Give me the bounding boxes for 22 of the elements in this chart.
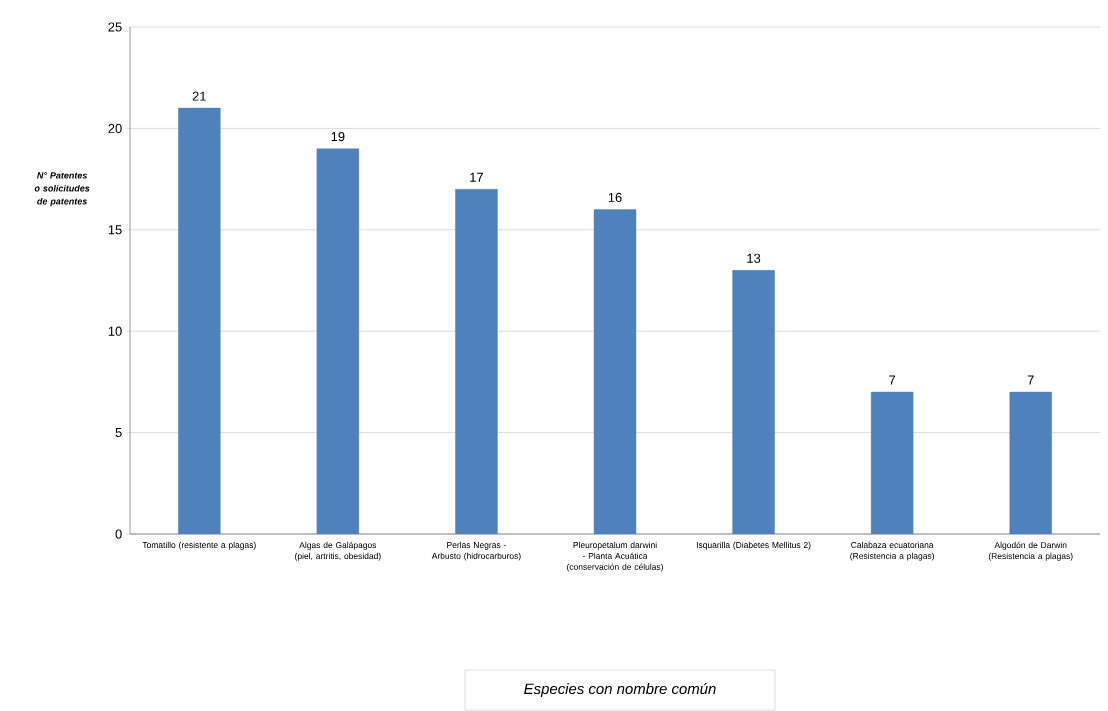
text: Especies con nombre común bbox=[524, 682, 716, 698]
x-tick-label: Pleuropetalum darwini - Planta Acuática (conservación de células) bbox=[567, 541, 663, 572]
x-tick-label: Algodón de Darwin (Resistencia a plagas) bbox=[988, 541, 1073, 561]
data-label: 13 bbox=[747, 253, 761, 263]
y-axis-title: N° Patentes o solicitudes de patentes bbox=[34, 172, 90, 207]
y-tick-label: 20 bbox=[108, 123, 122, 133]
data-label: 19 bbox=[331, 131, 345, 142]
data-label: 7 bbox=[1027, 375, 1034, 385]
data-label: 16 bbox=[608, 192, 622, 202]
y-tick-label: 15 bbox=[108, 225, 122, 235]
x-tick-label: Tomatillo (resistente a plagas) bbox=[142, 541, 256, 550]
x-tick-label: Calabaza ecuatoriana (Resistencia a plagas) bbox=[850, 541, 934, 561]
y-tick-label: 5 bbox=[115, 428, 122, 438]
y-tick-label: 25 bbox=[108, 22, 122, 32]
x-tick-label: Isquarilla (Diabetes Mellitus 2) bbox=[696, 541, 811, 550]
data-label: 21 bbox=[192, 91, 206, 101]
data-label: 7 bbox=[889, 375, 896, 385]
x-tick-label: Perlas Negras - Arbusto (hidrocarburos) bbox=[431, 541, 521, 561]
y-tick-label: 10 bbox=[108, 326, 122, 336]
x-tick-label: Algas de Galápagos (piel, artritis, obesidad) bbox=[295, 541, 381, 561]
y-tick-label: 0 bbox=[115, 529, 122, 539]
data-label: 17 bbox=[470, 172, 483, 182]
